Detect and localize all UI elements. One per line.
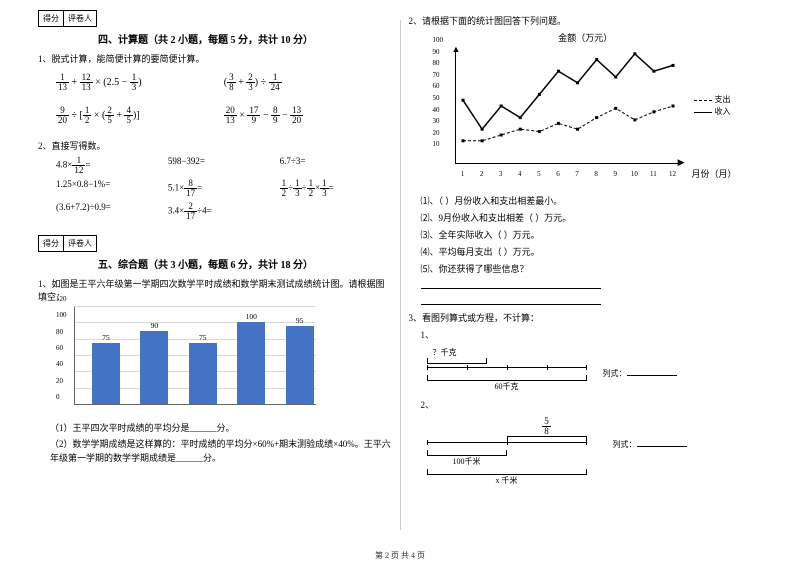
mini-2a: 1.25×0.8−1%=: [56, 179, 168, 198]
grader-label: 评卷人: [64, 235, 97, 252]
mini-row-3: (3.6+7.2)÷0.9= 3.4×217÷4=: [56, 202, 392, 221]
diagram-1: ？千克 60千克 列式：: [427, 347, 763, 392]
r-sub-2: ⑵、9月份收入和支出相差（ ）万元。: [421, 211, 763, 224]
score-label: 得分: [38, 10, 64, 27]
chart-legend: 支出 收入: [694, 94, 731, 118]
diag1-formula-label: 列式：: [603, 369, 627, 378]
s5-q1a: （1）王平四次平时成绩的平均分是______分。: [50, 421, 392, 434]
legend-income: 收入: [715, 107, 731, 116]
formula-1a: 113 + 1213 × (2.5 − 13): [56, 73, 224, 92]
grader-label: 评卷人: [64, 10, 97, 27]
r-q2-intro: 2、请根据下面的统计图回答下列问题。: [409, 14, 763, 27]
formula-2b: 2013 × 179 − 89 − 1320: [224, 106, 392, 125]
section-5-title: 五、综合题（共 3 小题，每题 6 分，共计 18 分）: [98, 256, 392, 271]
diag2-total: 100千米: [427, 456, 507, 467]
s5-q1-intro: 1、如图是王平六年级第一学期四次数学平时成绩和数学期末测试成绩统计图。请根据图填…: [38, 277, 392, 303]
mini-row-1: 4.8×112= 598−392= 6.7÷3=: [56, 156, 392, 175]
s4-q2: 2、直接写得数。: [38, 139, 392, 152]
diagram-1-label: 1、: [421, 328, 763, 341]
r-sub-1: ⑴、（ ）月份收入和支出相差最小。: [421, 194, 763, 207]
left-column: 得分 评卷人 四、计算题（共 2 小题，每题 5 分，共计 10 分） 1、脱式…: [30, 10, 400, 540]
s5-q1b: （2）数学学期成绩是这样算的：平时成绩的平均分×60%+期末测验成绩×40%。王…: [50, 438, 392, 465]
formula-1b: (38 + 23) ÷ 124: [224, 73, 392, 92]
page-footer: 第 2 页 共 4 页: [0, 550, 800, 561]
mini-1c: 6.7÷3=: [280, 156, 392, 175]
mini-1a: 4.8×112=: [56, 156, 168, 175]
legend-expense: 支出: [715, 95, 731, 104]
formula-blank[interactable]: [627, 366, 677, 376]
formula-2a: 920 ÷ [12 × (25 + 45)]: [56, 106, 224, 125]
r-sub-3: ⑶、全年实际收入（ ）万元。: [421, 228, 763, 241]
bar-chart: 02040608010012075907510095: [56, 307, 316, 417]
diag1-total: 60千克: [427, 381, 587, 392]
month-axis-label: 月份（月）: [691, 167, 736, 180]
answer-blank[interactable]: [421, 295, 601, 305]
section-4-title: 四、计算题（共 2 小题，每题 5 分，共计 10 分）: [98, 31, 392, 46]
formula-row-2: 920 ÷ [12 × (25 + 45)] 2013 × 179 − 89 −…: [56, 106, 392, 125]
score-label: 得分: [38, 235, 64, 252]
s4-q1: 1、脱式计算，能简便计算的要简便计算。: [38, 52, 392, 65]
score-box-5: 得分 评卷人: [38, 235, 392, 252]
r-sub-4: ⑷、平均每月支出（ ）万元。: [421, 245, 763, 258]
diag1-part: ？千克: [433, 347, 763, 358]
mini-3a: (3.6+7.2)÷0.9=: [56, 202, 168, 221]
diagram-2: 58 100千米 x 千米 列式：: [427, 417, 763, 486]
diag2-formula-label: 列式：: [613, 440, 637, 449]
diag2-x: x 千米: [427, 475, 587, 486]
score-box-4: 得分 评卷人: [38, 10, 392, 27]
right-column: 2、请根据下面的统计图回答下列问题。 金额（万元） ▲ ▶ 支出 收入 月份（月…: [401, 10, 771, 540]
formula-row-1: 113 + 1213 × (2.5 − 13) (38 + 23) ÷ 124: [56, 73, 392, 92]
mini-2c: 12÷13÷12×13=: [280, 179, 392, 198]
answer-blank[interactable]: [421, 279, 601, 289]
formula-blank[interactable]: [637, 437, 687, 447]
r-q3-intro: 3、看图列算式或方程，不计算：: [409, 311, 763, 324]
line-chart-title: 金额（万元）: [409, 31, 763, 44]
mini-2b: 5.1×817=: [168, 179, 280, 198]
mini-3b: 3.4×217÷4=: [168, 202, 280, 221]
r-sub-5: ⑸、你还获得了哪些信息？: [421, 262, 763, 275]
mini-row-2: 1.25×0.8−1%= 5.1×817= 12÷13÷12×13=: [56, 179, 392, 198]
mini-1b: 598−392=: [168, 156, 280, 175]
line-chart: ▲ ▶ 支出 收入 月份（月） 102030405060708090100123…: [431, 48, 681, 178]
diagram-2-label: 2、: [421, 398, 763, 411]
